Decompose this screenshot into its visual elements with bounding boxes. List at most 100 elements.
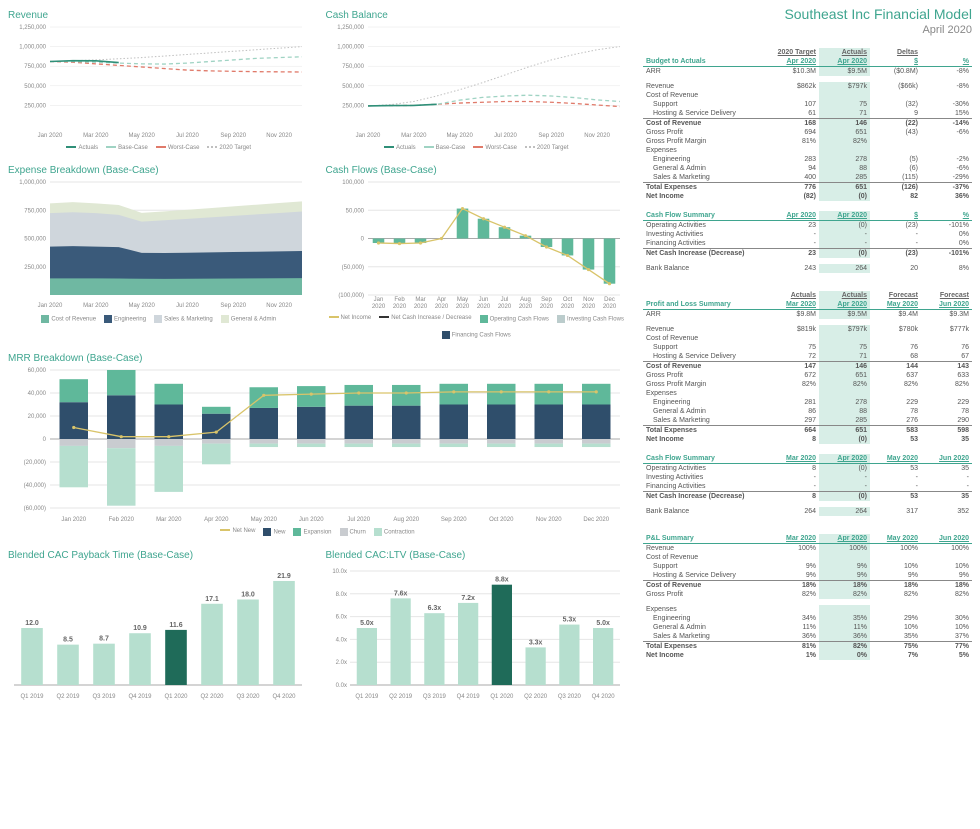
svg-text:2.0x: 2.0x (335, 660, 346, 666)
svg-text:750,000: 750,000 (24, 208, 46, 214)
svg-text:Nov 2020: Nov 2020 (584, 133, 610, 139)
svg-text:Q1 2020: Q1 2020 (490, 694, 514, 700)
svg-text:2020: 2020 (371, 304, 385, 310)
svg-text:Feb: Feb (394, 297, 405, 303)
svg-text:8.7: 8.7 (99, 636, 109, 643)
svg-text:May 2020: May 2020 (251, 517, 278, 523)
svg-text:11.6: 11.6 (169, 622, 182, 629)
svg-text:Q3 2020: Q3 2020 (236, 694, 260, 700)
svg-text:1,250,000: 1,250,000 (19, 25, 46, 31)
svg-text:2020: 2020 (518, 304, 532, 310)
svg-text:500,000: 500,000 (342, 84, 364, 90)
cac-payback-chart: 12.0Q1 20198.5Q2 20198.7Q3 201910.9Q4 20… (8, 563, 308, 703)
budget-to-actuals-table: 2020 TargetActualsDeltasBudget to Actual… (643, 48, 972, 201)
svg-text:6.3x: 6.3x (427, 605, 441, 612)
svg-text:Jul 2020: Jul 2020 (347, 517, 370, 523)
svg-text:0: 0 (360, 237, 364, 243)
svg-text:250,000: 250,000 (24, 103, 46, 109)
dashboard: Revenue 250,000500,000750,0001,000,0001,… (0, 0, 980, 709)
revenue-legend: ActualsBase-CaseWorst-Case2020 Target (8, 145, 310, 151)
pl-pct-table: P&L SummaryMar 2020Apr 2020May 2020Jun 2… (643, 534, 972, 660)
cac-ltv-title: Blended CAC:LTV (Base-Case) (326, 550, 628, 561)
svg-text:Feb 2020: Feb 2020 (109, 517, 135, 523)
svg-text:Q4 2020: Q4 2020 (591, 694, 615, 700)
svg-text:5.0x: 5.0x (596, 620, 610, 627)
svg-text:Sep 2020: Sep 2020 (538, 133, 564, 139)
revenue-chart: 250,000 500,000 750,000 1,000,000 1,250,000 J… (8, 23, 308, 143)
svg-text:Aug 2020: Aug 2020 (393, 517, 419, 523)
svg-text:2020: 2020 (413, 304, 427, 310)
cashflow-summary-1: Cash Flow SummaryApr 2020Apr 2020$%Opera… (643, 211, 972, 273)
svg-text:20,000: 20,000 (28, 414, 47, 420)
svg-text:50,000: 50,000 (345, 208, 364, 214)
tables-column: Southeast Inc Financial Model April 2020… (635, 0, 980, 709)
svg-text:17.1: 17.1 (205, 596, 219, 603)
svg-text:100,000: 100,000 (342, 180, 364, 186)
svg-text:250,000: 250,000 (342, 103, 364, 109)
svg-text:Q3 2020: Q3 2020 (557, 694, 581, 700)
profit-loss-table: ActualsActualsForecastForecastProfit and… (643, 291, 972, 444)
svg-text:Jan: Jan (373, 297, 383, 303)
svg-text:Mar: Mar (415, 297, 425, 303)
svg-text:12.0: 12.0 (25, 620, 39, 627)
expense-legend: Cost of RevenueEngineeringSales & Market… (8, 315, 310, 323)
svg-text:1,000,000: 1,000,000 (337, 45, 364, 51)
svg-text:(50,000): (50,000) (341, 265, 363, 271)
mrr-chart: (60,000)(40,000)(20,000)020,00040,00060,… (8, 366, 626, 526)
svg-text:Q2 2020: Q2 2020 (524, 694, 548, 700)
svg-text:Q4 2020: Q4 2020 (272, 694, 296, 700)
cash-balance-chart: 250,000 500,000 750,000 1,000,000 1,250,000 J… (326, 23, 626, 143)
svg-text:Oct 2020: Oct 2020 (489, 517, 514, 523)
svg-text:Sep 2020: Sep 2020 (220, 133, 246, 139)
svg-text:May: May (456, 297, 467, 303)
svg-text:May 2020: May 2020 (128, 303, 155, 309)
svg-text:1,000,000: 1,000,000 (19, 180, 46, 186)
svg-text:2020: 2020 (476, 304, 490, 310)
svg-text:500,000: 500,000 (24, 84, 46, 90)
expense-area-chart: 250,000500,000750,0001,000,000Jan 2020Ma… (8, 178, 308, 313)
svg-text:750,000: 750,000 (24, 64, 46, 70)
svg-text:Q3 2019: Q3 2019 (422, 694, 446, 700)
svg-text:Aug: Aug (520, 297, 531, 303)
svg-text:Mar 2020: Mar 2020 (83, 133, 109, 139)
svg-text:750,000: 750,000 (342, 64, 364, 70)
svg-text:Jan 2020: Jan 2020 (355, 133, 380, 139)
svg-text:2020: 2020 (392, 304, 406, 310)
svg-text:Jul 2020: Jul 2020 (176, 303, 199, 309)
cashflow-summary-2: Cash Flow SummaryMar 2020Apr 2020May 202… (643, 454, 972, 516)
cac-payback-title: Blended CAC Payback Time (Base-Case) (8, 550, 310, 561)
svg-text:Apr 2020: Apr 2020 (204, 517, 229, 523)
svg-text:Jan 2020: Jan 2020 (38, 303, 63, 309)
svg-text:10.9: 10.9 (133, 625, 147, 632)
svg-text:2020: 2020 (560, 304, 574, 310)
svg-text:1,000,000: 1,000,000 (19, 45, 46, 51)
svg-text:May 2020: May 2020 (446, 133, 473, 139)
svg-text:8.5: 8.5 (63, 637, 73, 644)
svg-text:Dec: Dec (604, 297, 615, 303)
svg-text:60,000: 60,000 (28, 368, 47, 374)
svg-text:Nov 2020: Nov 2020 (266, 303, 292, 309)
svg-text:Q4 2019: Q4 2019 (456, 694, 480, 700)
svg-text:(20,000): (20,000) (24, 460, 46, 466)
svg-text:2020: 2020 (581, 304, 595, 310)
svg-text:40,000: 40,000 (28, 391, 47, 397)
mrr-title: MRR Breakdown (Base-Case) (8, 353, 627, 364)
cashbal-legend: ActualsBase-CaseWorst-Case2020 Target (326, 145, 628, 151)
svg-text:Nov 2020: Nov 2020 (266, 133, 292, 139)
svg-text:2020: 2020 (434, 304, 448, 310)
svg-text:2020: 2020 (497, 304, 511, 310)
svg-text:Oct: Oct (562, 297, 572, 303)
svg-text:7.2x: 7.2x (461, 595, 475, 602)
svg-text:250,000: 250,000 (24, 265, 46, 271)
svg-text:Apr: Apr (436, 297, 445, 303)
svg-text:Sep 2020: Sep 2020 (220, 303, 246, 309)
svg-text:0: 0 (43, 437, 47, 443)
svg-text:(40,000): (40,000) (24, 483, 46, 489)
svg-text:Sep 2020: Sep 2020 (441, 517, 467, 523)
svg-text:Q1 2020: Q1 2020 (164, 694, 188, 700)
svg-text:Jul 2020: Jul 2020 (176, 133, 199, 139)
svg-text:18.0: 18.0 (241, 592, 255, 599)
svg-text:7.6x: 7.6x (393, 590, 407, 597)
svg-text:1,250,000: 1,250,000 (337, 25, 364, 31)
page-subtitle: April 2020 (643, 24, 972, 36)
